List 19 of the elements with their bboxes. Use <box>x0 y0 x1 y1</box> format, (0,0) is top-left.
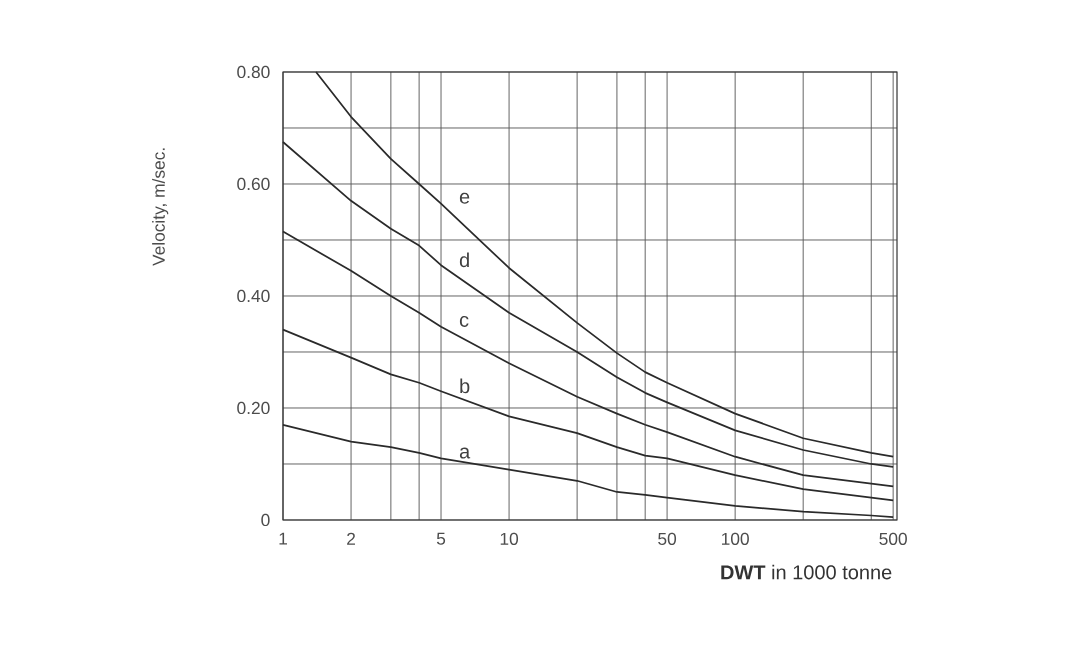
y-axis-title: Velocity, m/sec. <box>152 148 169 266</box>
x-tick-label: 1 <box>279 532 287 545</box>
x-tick-label: 2 <box>347 532 355 545</box>
x-axis-title: DWT in 1000 tonne <box>721 564 892 580</box>
y-tick-label: 0 <box>261 513 270 527</box>
x-tick-label: 100 <box>722 532 749 545</box>
x-tick-label: 50 <box>658 532 677 545</box>
series-label: e <box>459 192 470 204</box>
x-tick-label: 500 <box>879 532 907 545</box>
series-label: b <box>460 378 470 394</box>
y-tick-label: 0.80 <box>237 65 270 79</box>
y-tick-label: 0.60 <box>237 177 270 191</box>
y-tick-label: 0.40 <box>237 289 270 303</box>
y-tick-label: 0.20 <box>237 401 270 415</box>
series-label: c <box>459 315 469 327</box>
series-label: a <box>459 447 471 459</box>
x-tick-label: 5 <box>436 532 446 545</box>
x-tick-label: 10 <box>500 532 519 545</box>
series-label: d <box>459 252 469 268</box>
